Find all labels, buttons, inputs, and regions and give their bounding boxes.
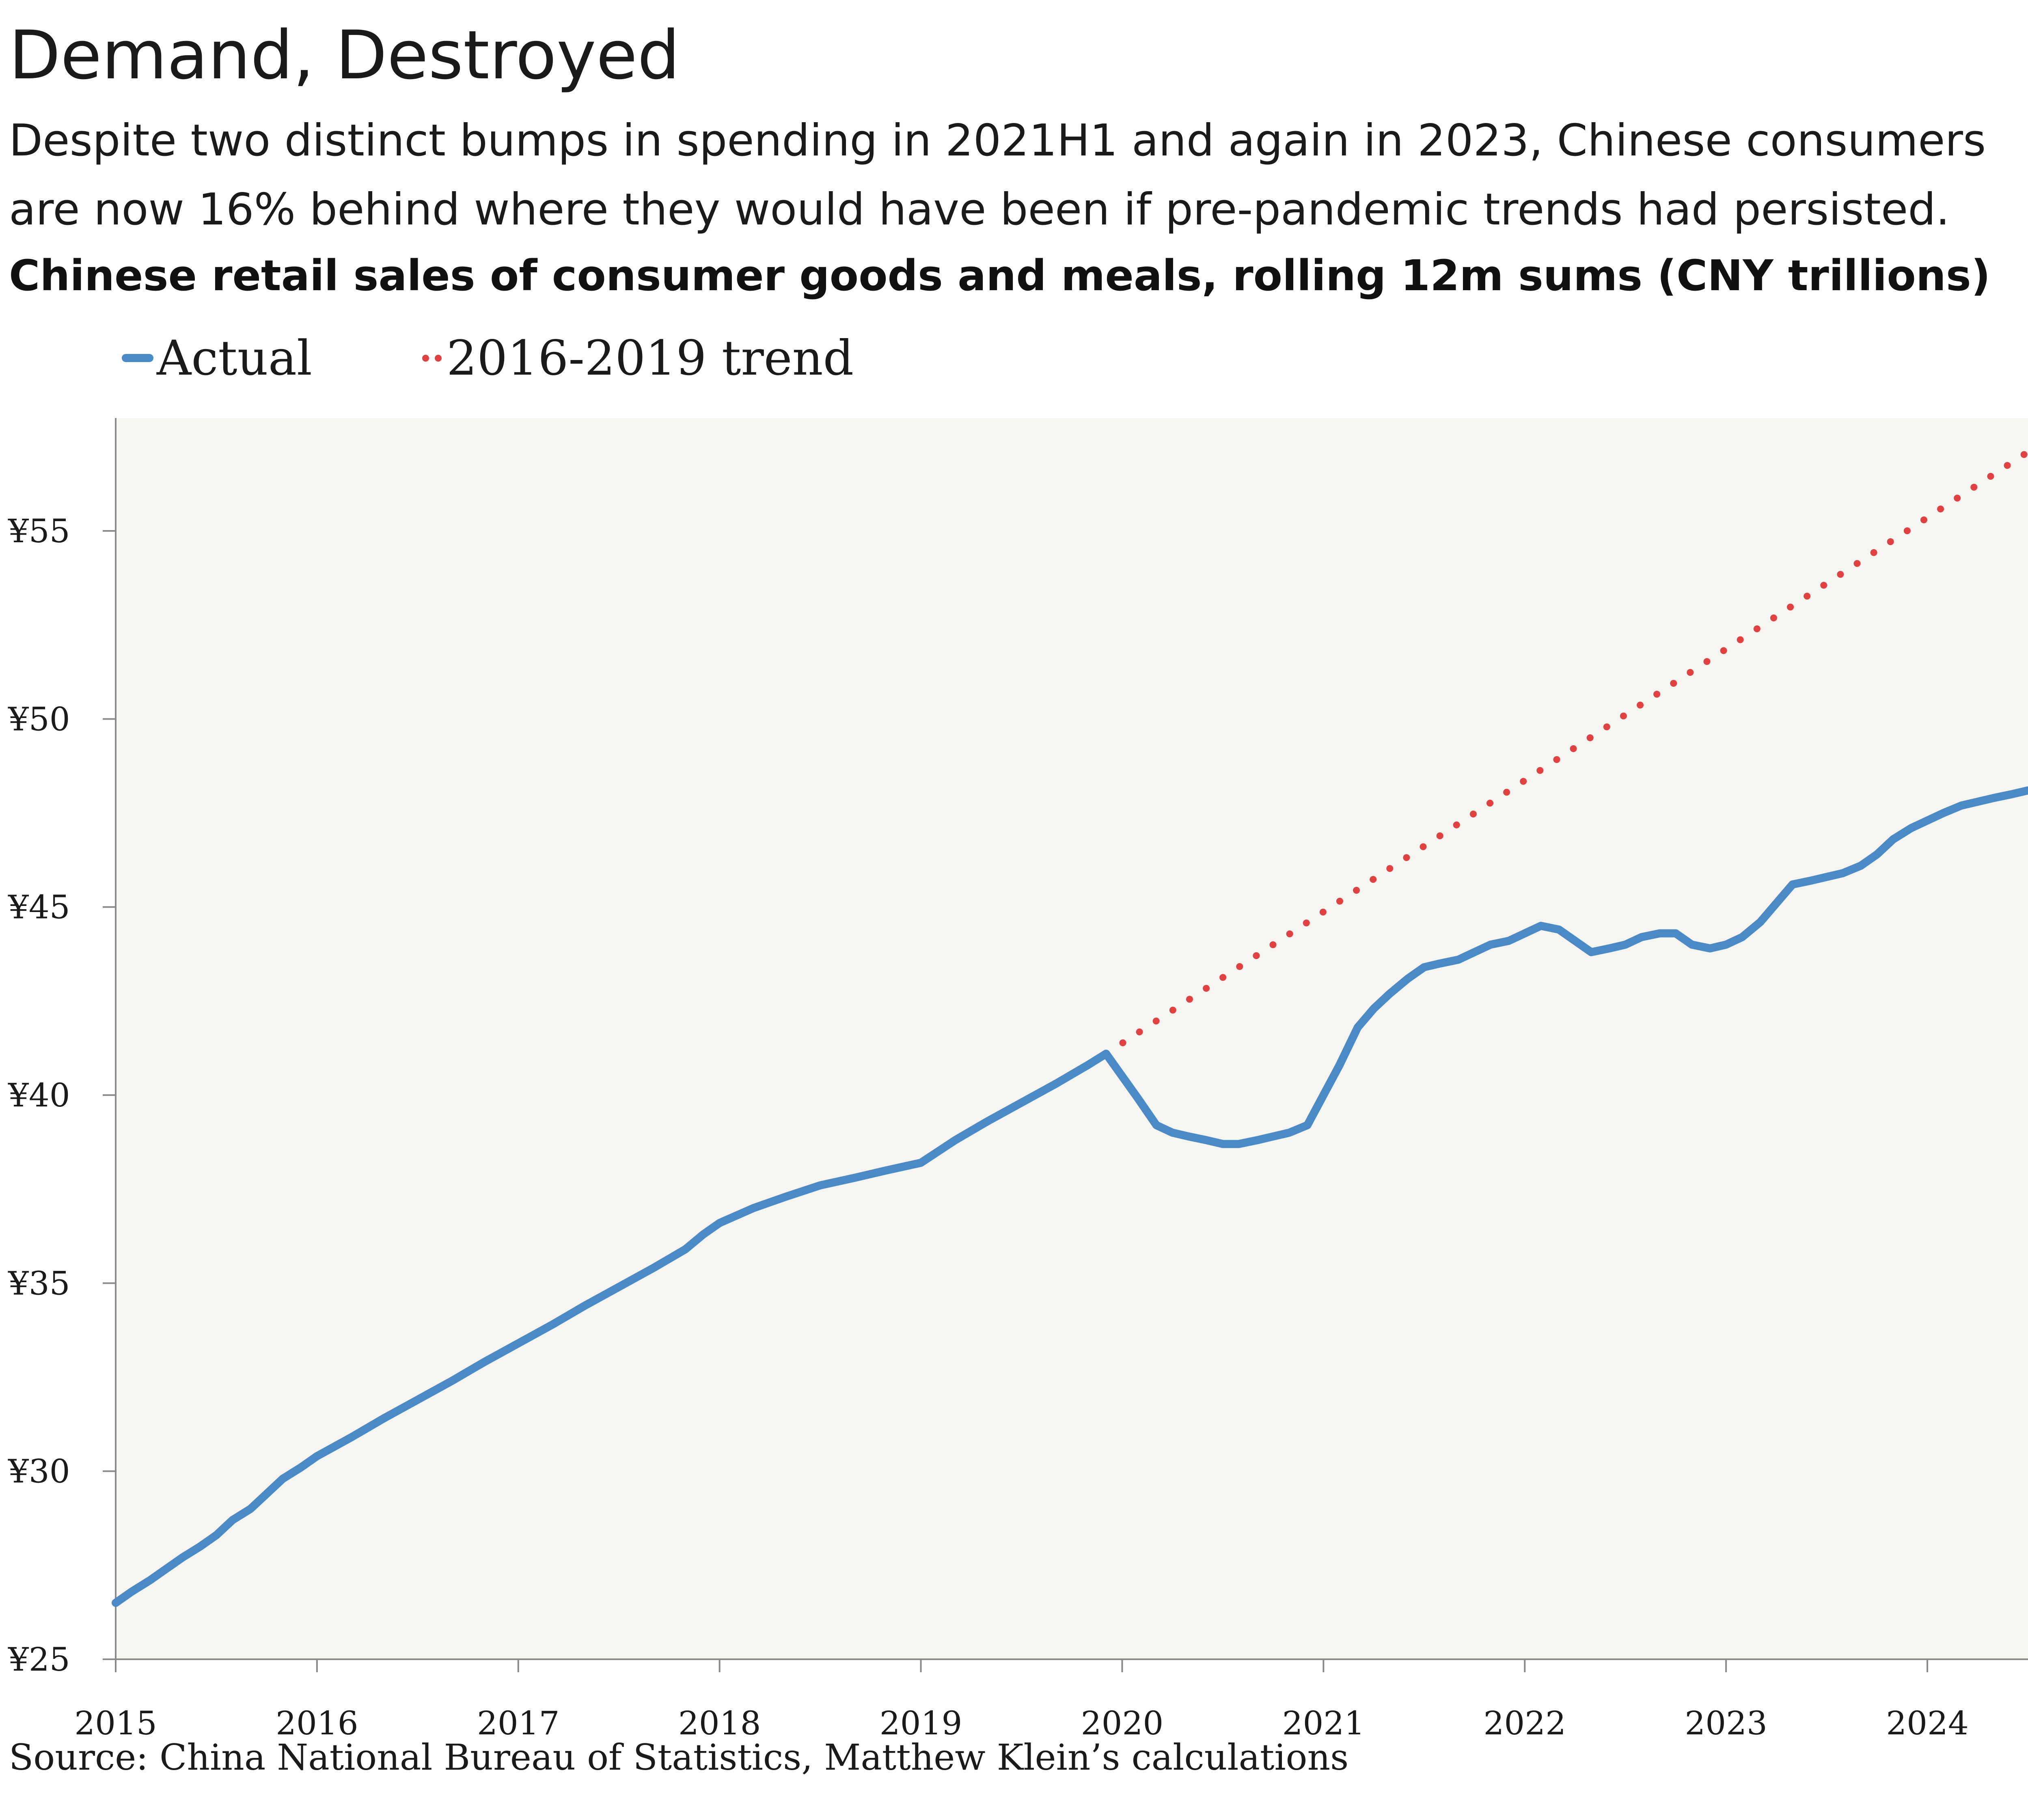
x-tick-label: 2021	[1282, 1704, 1365, 1742]
y-tick-label: ¥25	[8, 1641, 70, 1678]
legend-swatch-trend	[422, 354, 442, 362]
x-axis: 2015 2016 2017 2018 2019 2020 2021 2022 2023 2024	[74, 1658, 2028, 1742]
x-tick-label: 2017	[477, 1704, 560, 1742]
plot-area	[116, 418, 2028, 1659]
y-tick-label: ¥45	[8, 888, 70, 926]
y-axis: ¥25 ¥30 ¥35 ¥40 ¥45 ¥50 ¥55	[8, 418, 117, 1678]
x-tick-label: 2019	[880, 1704, 962, 1742]
x-tick-label: 2023	[1685, 1704, 1767, 1742]
y-tick-label: ¥40	[8, 1076, 70, 1114]
legend-swatch-actual	[122, 354, 153, 362]
x-tick-label: 2024	[1886, 1704, 1969, 1742]
actual-series-line	[112, 786, 2028, 1607]
legend-label-actual: Actual	[157, 330, 312, 386]
page-title: Demand, Destroyed	[9, 16, 680, 94]
source-note: Source: China National Bureau of Statist…	[9, 1736, 1349, 1778]
x-tick-label: 2015	[74, 1704, 157, 1742]
y-tick-label: ¥35	[8, 1264, 70, 1302]
page-subtitle: Despite two distinct bumps in spending i…	[9, 115, 1986, 235]
y-tick-label: ¥50	[8, 700, 70, 738]
x-tick-label: 2022	[1483, 1704, 1566, 1742]
x-tick-label: 2018	[678, 1704, 761, 1742]
x-tick-label: 2016	[276, 1704, 358, 1742]
series-layer	[112, 448, 2028, 1607]
trend-series-line	[1102, 448, 2028, 1057]
x-tick-label: 2020	[1081, 1704, 1164, 1742]
y-tick-label: ¥30	[8, 1453, 70, 1490]
chart-title: Chinese retail sales of consumer goods a…	[9, 251, 1991, 300]
legend-item-trend: 2016-2019 trend	[422, 330, 854, 386]
y-tick-label: ¥55	[8, 512, 70, 550]
legend-label-trend: 2016-2019 trend	[447, 330, 854, 386]
legend-item-actual: Actual	[122, 330, 312, 386]
